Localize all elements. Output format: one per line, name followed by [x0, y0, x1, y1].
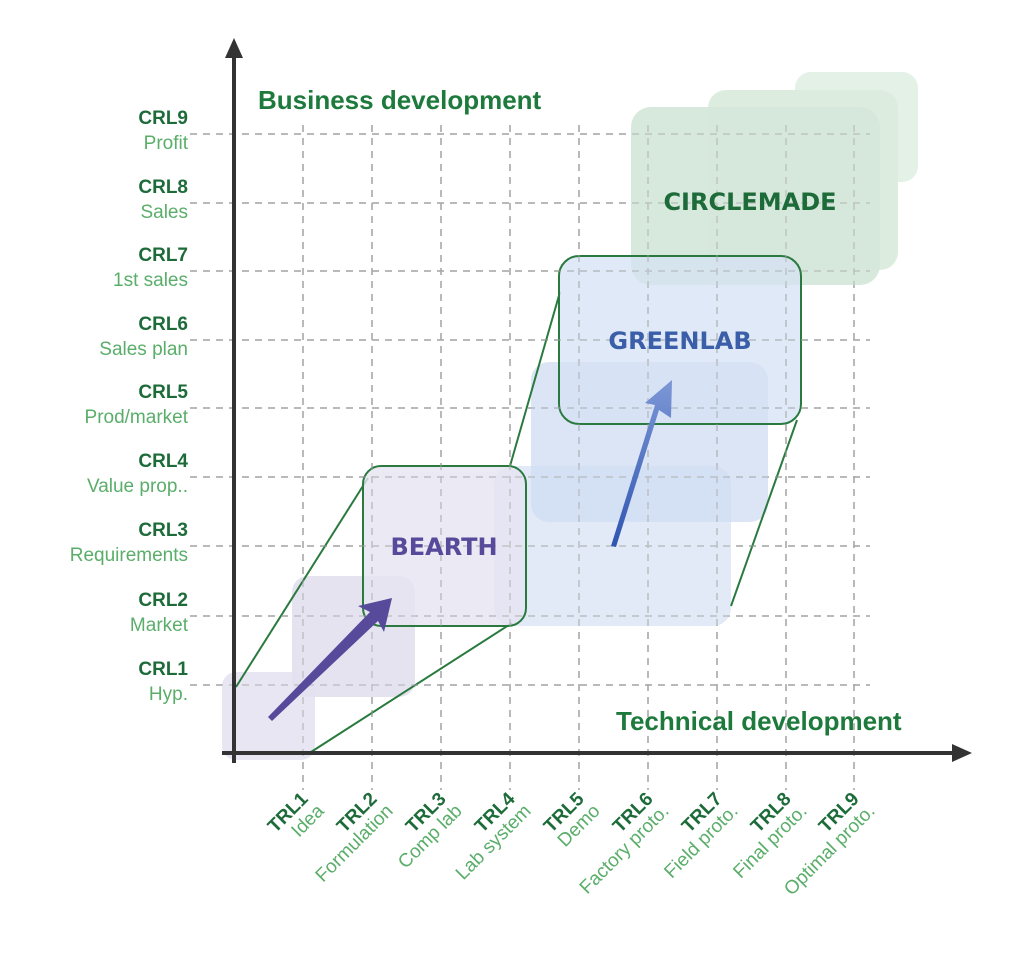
- purple-arrow-icon: [268, 598, 392, 721]
- crl-name-label: Market: [130, 615, 189, 636]
- y-axis-title: Business development: [258, 85, 542, 115]
- crl-name-label: Profit: [144, 133, 189, 154]
- crl-name-label: Sales: [140, 202, 188, 223]
- grid-lines-overlay: [190, 125, 870, 790]
- crl-code-label: CRL4: [138, 451, 188, 472]
- blue-arrow-icon: [611, 380, 672, 547]
- crl-code-label: CRL5: [138, 382, 188, 403]
- x-axis: [222, 744, 972, 762]
- circlemade-label: CIRCLEMADE: [663, 188, 836, 216]
- x-axis-title: Technical development: [616, 706, 902, 736]
- greenlab-label: GREENLAB: [608, 327, 751, 355]
- crl-code-label: CRL9: [138, 108, 188, 129]
- bearth-label: BEARTH: [390, 533, 497, 561]
- crl-code-label: CRL3: [138, 520, 188, 541]
- circlemade-card: [631, 107, 880, 285]
- crl-name-label: 1st sales: [113, 270, 188, 291]
- crl-name-label: Sales plan: [99, 339, 188, 360]
- crl-name-label: Hyp.: [149, 684, 188, 705]
- crl-labels: CRL1 Hyp. CRL2 Market CRL3 Requirements CRL4 Va…: [70, 108, 189, 705]
- crl-name-label: Value prop..: [87, 476, 188, 497]
- crl-code-label: CRL7: [138, 245, 188, 266]
- y-axis: [225, 38, 243, 763]
- crl-code-label: CRL1: [138, 659, 188, 680]
- crl-name-label: Prod/market: [85, 407, 189, 428]
- crl-name-label: Requirements: [70, 545, 188, 566]
- crl-code-label: CRL6: [138, 314, 188, 335]
- crl-code-label: CRL2: [138, 590, 188, 611]
- crl-code-label: CRL8: [138, 177, 188, 198]
